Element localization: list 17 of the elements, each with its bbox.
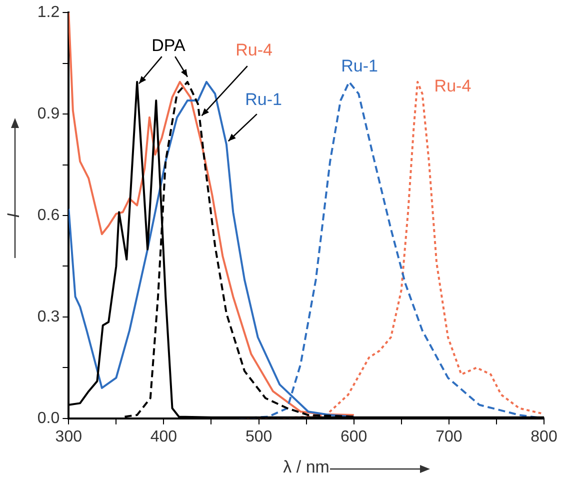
x-axis-title: λ / nm	[283, 457, 330, 476]
annotation: Ru-4	[236, 40, 272, 60]
y-tick-label: 0.9	[37, 105, 60, 122]
y-tick-label: 0.3	[37, 308, 60, 326]
x-tick-label: 400	[150, 428, 178, 446]
x-tick-label: 300	[55, 428, 82, 446]
y-tick-label: 0.6	[37, 206, 60, 224]
y-tick-label: 0.0	[37, 410, 60, 427]
x-tick-label: 500	[245, 428, 272, 446]
annotation: Ru-4	[434, 76, 472, 96]
x-tick-label: 600	[340, 428, 368, 446]
annotation: Ru-1	[245, 90, 282, 110]
y-tick-label: 1.2	[37, 4, 60, 22]
x-tick-label: 700	[436, 428, 462, 446]
annotation: DPA	[152, 36, 186, 56]
annotation: Ru-1	[341, 56, 378, 76]
x-tick-label: 800	[530, 428, 558, 446]
